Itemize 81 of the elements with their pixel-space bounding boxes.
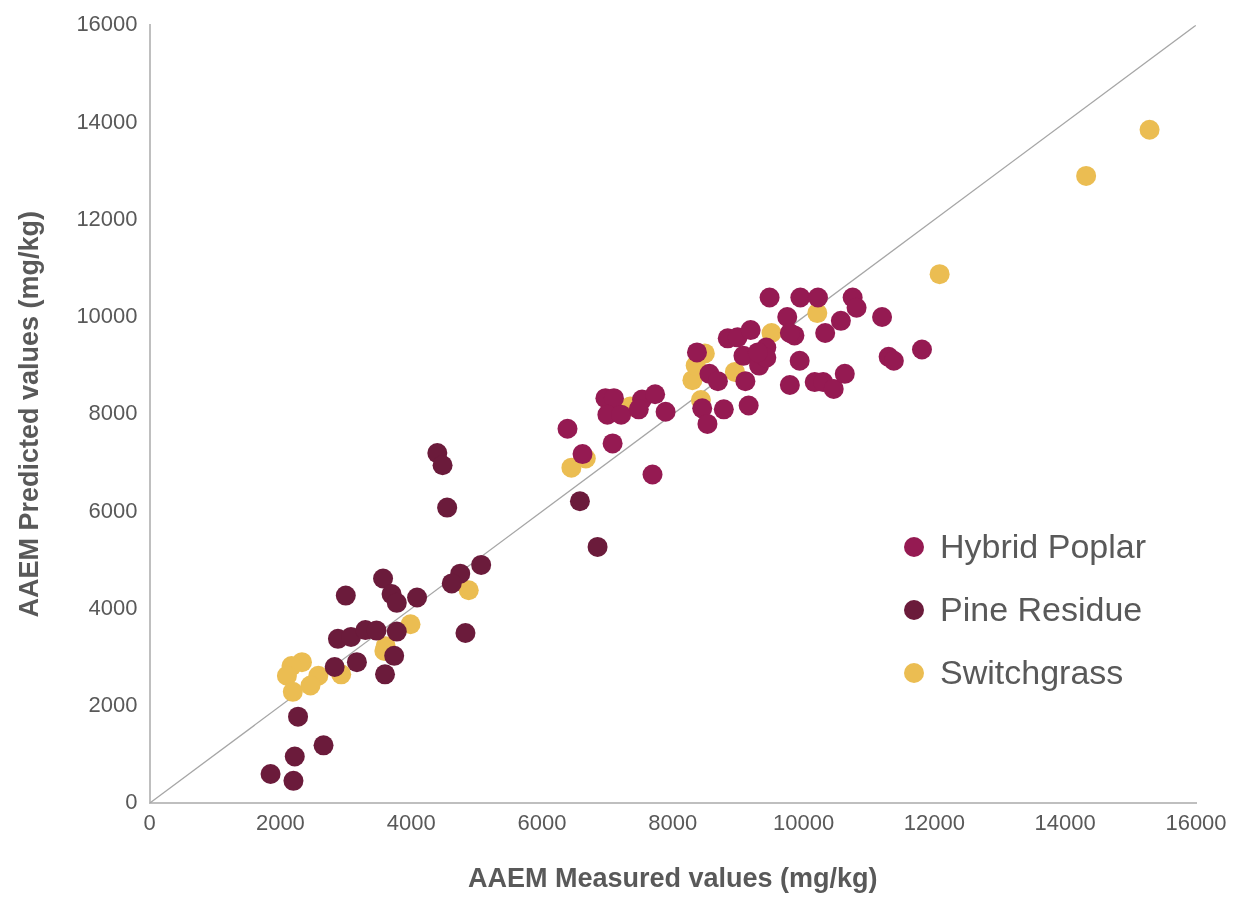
point bbox=[789, 350, 810, 371]
point bbox=[686, 342, 707, 363]
point bbox=[740, 320, 761, 341]
point bbox=[375, 664, 396, 685]
point bbox=[557, 418, 578, 439]
point bbox=[561, 457, 582, 478]
point bbox=[602, 433, 623, 454]
point bbox=[432, 455, 453, 476]
y-tick-label: 10000 bbox=[76, 303, 138, 329]
point bbox=[407, 587, 428, 608]
point bbox=[830, 310, 851, 331]
x-axis-title: AAEM Measured values (mg/kg) bbox=[467, 863, 878, 894]
point bbox=[738, 395, 759, 416]
point bbox=[911, 339, 932, 360]
x-tick-label: 12000 bbox=[903, 810, 965, 836]
point bbox=[735, 371, 756, 392]
y-tick-label: 8000 bbox=[88, 400, 138, 426]
point bbox=[276, 665, 297, 686]
legend-label: Switchgrass bbox=[940, 653, 1124, 692]
point bbox=[790, 287, 811, 308]
point bbox=[300, 675, 321, 696]
legend-label: Hybrid Poplar bbox=[940, 527, 1146, 566]
y-tick-label: 14000 bbox=[76, 108, 138, 134]
point bbox=[692, 398, 713, 419]
x-tick-label: 10000 bbox=[773, 810, 835, 836]
point bbox=[807, 287, 828, 308]
point bbox=[872, 306, 893, 327]
point bbox=[282, 681, 303, 702]
point bbox=[645, 384, 666, 405]
point bbox=[386, 592, 407, 613]
point bbox=[883, 350, 904, 371]
point bbox=[458, 580, 479, 601]
point bbox=[815, 323, 836, 343]
point bbox=[288, 706, 309, 727]
point bbox=[260, 764, 281, 785]
legend-label: Pine Residue bbox=[940, 590, 1143, 629]
point bbox=[386, 621, 407, 642]
x-tick-label: 16000 bbox=[1165, 810, 1227, 836]
point bbox=[437, 497, 458, 518]
point bbox=[284, 746, 305, 767]
x-tick-label: 4000 bbox=[386, 810, 436, 836]
point bbox=[324, 657, 345, 678]
point bbox=[1139, 119, 1160, 140]
point bbox=[384, 645, 405, 666]
point bbox=[346, 652, 367, 673]
point bbox=[929, 264, 950, 285]
point bbox=[1076, 165, 1097, 186]
point bbox=[455, 623, 476, 644]
y-axis-title: AAEM Predicted values (mg/kg) bbox=[13, 210, 44, 618]
point bbox=[707, 371, 728, 392]
point bbox=[335, 585, 356, 606]
y-tick-label: 6000 bbox=[88, 497, 138, 523]
y-tick-label: 12000 bbox=[76, 205, 138, 231]
point bbox=[628, 399, 649, 420]
point bbox=[283, 770, 304, 791]
x-tick-label: 6000 bbox=[517, 810, 567, 836]
point bbox=[759, 287, 780, 308]
point bbox=[846, 297, 867, 318]
point bbox=[611, 404, 632, 425]
y-tick-label: 4000 bbox=[88, 594, 138, 620]
y-tick-label: 16000 bbox=[76, 11, 138, 37]
y-tick-label: 0 bbox=[125, 789, 138, 815]
point bbox=[655, 401, 676, 422]
point bbox=[713, 399, 734, 420]
point bbox=[834, 363, 855, 384]
point bbox=[373, 568, 394, 589]
point bbox=[823, 378, 844, 399]
x-tick-label: 8000 bbox=[648, 810, 698, 836]
y-tick-label: 2000 bbox=[88, 692, 138, 718]
point bbox=[779, 375, 800, 396]
x-tick-label: 0 bbox=[143, 810, 156, 836]
x-tick-label: 14000 bbox=[1034, 810, 1096, 836]
x-tick-label: 2000 bbox=[255, 810, 305, 836]
point bbox=[697, 413, 718, 434]
point bbox=[779, 323, 800, 343]
point bbox=[471, 554, 492, 575]
point bbox=[569, 491, 590, 512]
point bbox=[441, 573, 462, 594]
point bbox=[587, 536, 608, 557]
point bbox=[642, 464, 663, 485]
point bbox=[313, 735, 334, 756]
